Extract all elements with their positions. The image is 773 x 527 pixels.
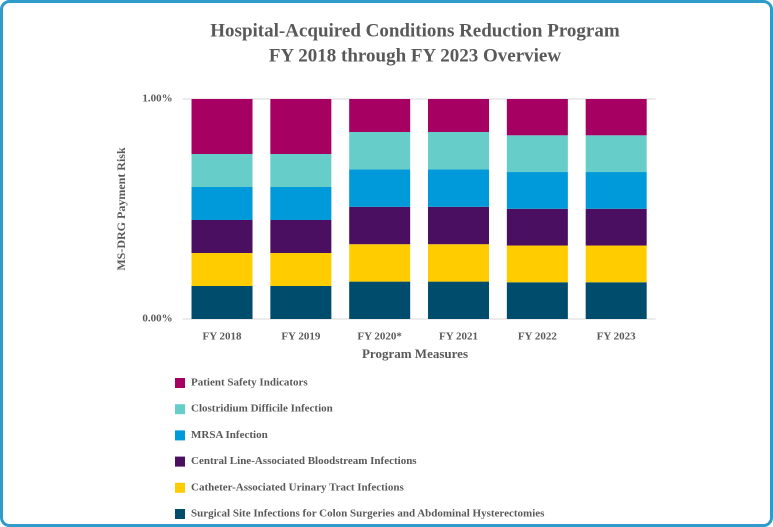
- bar-segment: [270, 187, 332, 220]
- legend-label: Central Line-Associated Bloodstream Infe…: [191, 455, 417, 467]
- bar-segment: [428, 206, 490, 245]
- legend-swatch: [175, 456, 185, 467]
- bar-segment: [506, 135, 568, 173]
- bar-segment: [270, 99, 332, 154]
- bar-segment: [270, 154, 332, 187]
- legend-label: Surgical Site Infections for Colon Surge…: [191, 508, 545, 520]
- x-tick-label: FY 2018: [203, 331, 243, 343]
- legend-label: Catheter-Associated Urinary Tract Infect…: [191, 481, 404, 493]
- bar-segment: [506, 99, 568, 136]
- legend-swatch: [175, 404, 185, 415]
- bar-segment: [349, 169, 411, 207]
- bar-segment: [270, 253, 332, 286]
- legend-label: Patient Safety Indicators: [191, 377, 308, 389]
- bar-segment: [585, 282, 647, 319]
- bar-segment: [191, 187, 253, 220]
- legend-swatch: [175, 430, 185, 441]
- bar-segment: [585, 99, 647, 136]
- x-tick-label: FY 2022: [518, 331, 558, 343]
- x-tick-label: FY 2019: [281, 331, 321, 343]
- bar-segment: [349, 206, 411, 245]
- bar-segment: [349, 244, 411, 282]
- bar-segment: [349, 281, 411, 319]
- legend-swatch: [175, 378, 185, 388]
- bar-segment: [349, 99, 411, 132]
- bar-segment: [506, 282, 568, 319]
- bar-segment: [585, 245, 647, 283]
- bar-segment: [191, 220, 253, 253]
- bar-segment: [349, 132, 411, 170]
- bar-segment: [428, 281, 490, 319]
- bar-segment: [191, 99, 253, 154]
- bar-segment: [270, 220, 332, 253]
- bar-segment: [585, 135, 647, 173]
- legend-swatch: [175, 482, 185, 493]
- chart-subtitle: FY 2018 through FY 2023 Overview: [269, 45, 561, 66]
- x-tick-label: FY 2021: [439, 331, 478, 343]
- bar-segment: [191, 286, 253, 319]
- bar-segment: [585, 208, 647, 246]
- bar-segment: [506, 172, 568, 209]
- bar-segment: [506, 208, 568, 246]
- x-axis-label: Program Measures: [362, 346, 468, 361]
- bar-segment: [428, 132, 490, 170]
- bar-segment: [191, 154, 253, 187]
- bar-segment: [585, 172, 647, 209]
- chart-title: Hospital-Acquired Conditions Reduction P…: [210, 20, 620, 41]
- bar-segment: [428, 169, 490, 207]
- bar-segment: [191, 253, 253, 286]
- x-tick-label: FY 2023: [597, 331, 637, 343]
- legend-label: MRSA Infection: [191, 429, 268, 441]
- y-tick-label: 0.00%: [142, 313, 172, 325]
- bar-segment: [270, 286, 332, 319]
- legend-swatch: [175, 509, 185, 519]
- bar-segment: [428, 244, 490, 282]
- legend-label: Clostridium Difficile Infection: [191, 403, 333, 415]
- bar-segment: [506, 245, 568, 283]
- bar-segment: [428, 99, 490, 132]
- y-tick-label: 1.00%: [142, 93, 172, 105]
- x-tick-label: FY 2020*: [357, 331, 402, 343]
- y-axis-label: MS-DRG Payment Risk: [114, 147, 128, 271]
